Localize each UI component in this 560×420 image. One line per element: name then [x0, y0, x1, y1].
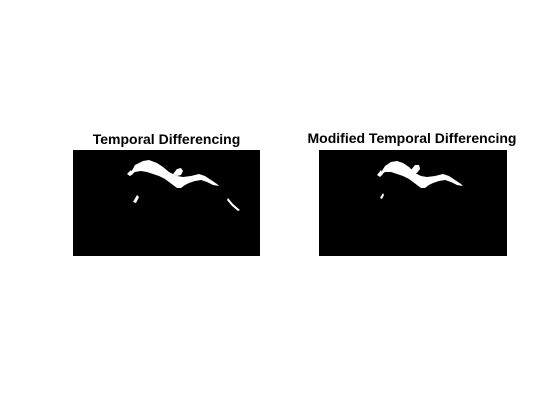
left-panel-image [73, 150, 260, 256]
right-panel-title: Modified Temporal Differencing [307, 130, 517, 146]
right-panel-image [319, 150, 507, 256]
left-bird-mask [127, 160, 240, 211]
right-bird-mask [377, 161, 463, 199]
left-panel-title: Temporal Differencing [92, 131, 241, 147]
